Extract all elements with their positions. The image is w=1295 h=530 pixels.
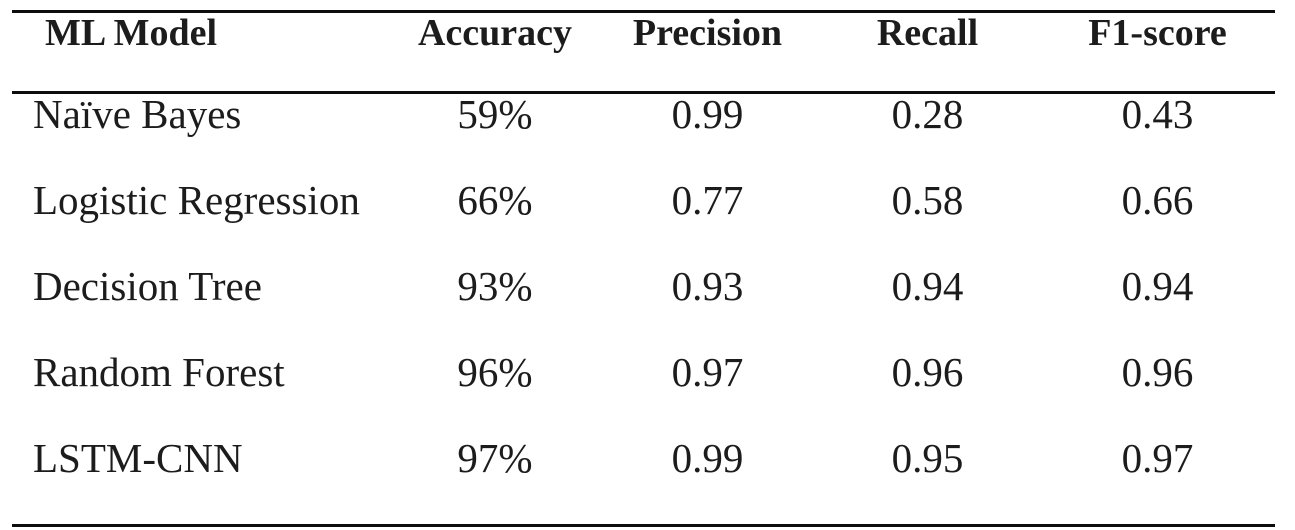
- cell-f1-score: 0.97: [1121, 435, 1194, 481]
- column-header-f1-score: F1-score: [1088, 12, 1227, 54]
- cell-model-name: Decision Tree: [33, 263, 262, 309]
- table-row: Logistic Regression 66% 0.77 0.58 0.66: [12, 180, 1275, 266]
- cell-accuracy: 66%: [457, 177, 533, 223]
- cell-recall: 0.58: [891, 177, 964, 223]
- cell-recall: 0.96: [891, 349, 964, 395]
- cell-accuracy: 97%: [457, 435, 533, 481]
- cell-accuracy: 96%: [457, 349, 533, 395]
- cell-model-name: Logistic Regression: [33, 177, 360, 223]
- table-row: Decision Tree 93% 0.93 0.94 0.94: [12, 266, 1275, 352]
- cell-f1-score: 0.94: [1121, 263, 1194, 309]
- cell-precision: 0.77: [671, 177, 744, 223]
- table-row: Random Forest 96% 0.97 0.96 0.96: [12, 352, 1275, 438]
- cell-recall: 0.28: [891, 91, 964, 137]
- column-header-recall: Recall: [876, 12, 979, 54]
- cell-f1-score: 0.66: [1121, 177, 1194, 223]
- column-header-ml-model: ML Model: [45, 12, 218, 54]
- cell-f1-score: 0.43: [1121, 91, 1194, 137]
- cell-model-name: Naïve Bayes: [33, 91, 242, 137]
- column-header-accuracy: Accuracy: [417, 12, 573, 54]
- cell-precision: 0.93: [671, 263, 744, 309]
- table-row: Naïve Bayes 59% 0.99 0.28 0.43: [12, 93, 1275, 181]
- cell-recall: 0.95: [891, 435, 964, 481]
- cell-accuracy: 93%: [457, 263, 533, 309]
- cell-precision: 0.97: [671, 349, 744, 395]
- cell-model-name: LSTM-CNN: [33, 435, 243, 481]
- table-body: Naïve Bayes 59% 0.99 0.28 0.43 Logistic …: [12, 93, 1275, 526]
- ml-performance-table: ML Model Accuracy Precision Recall F1-sc…: [12, 10, 1275, 527]
- cell-precision: 0.99: [671, 435, 744, 481]
- cell-accuracy: 59%: [457, 91, 533, 137]
- cell-recall: 0.94: [891, 263, 964, 309]
- header-row: ML Model Accuracy Precision Recall F1-sc…: [12, 12, 1275, 93]
- cell-model-name: Random Forest: [33, 349, 285, 395]
- table-row: LSTM-CNN 97% 0.99 0.95 0.97: [12, 438, 1275, 526]
- column-header-precision: Precision: [632, 12, 783, 54]
- metrics-table-container: ML Model Accuracy Precision Recall F1-sc…: [12, 10, 1275, 527]
- cell-f1-score: 0.96: [1121, 349, 1194, 395]
- cell-precision: 0.99: [671, 91, 744, 137]
